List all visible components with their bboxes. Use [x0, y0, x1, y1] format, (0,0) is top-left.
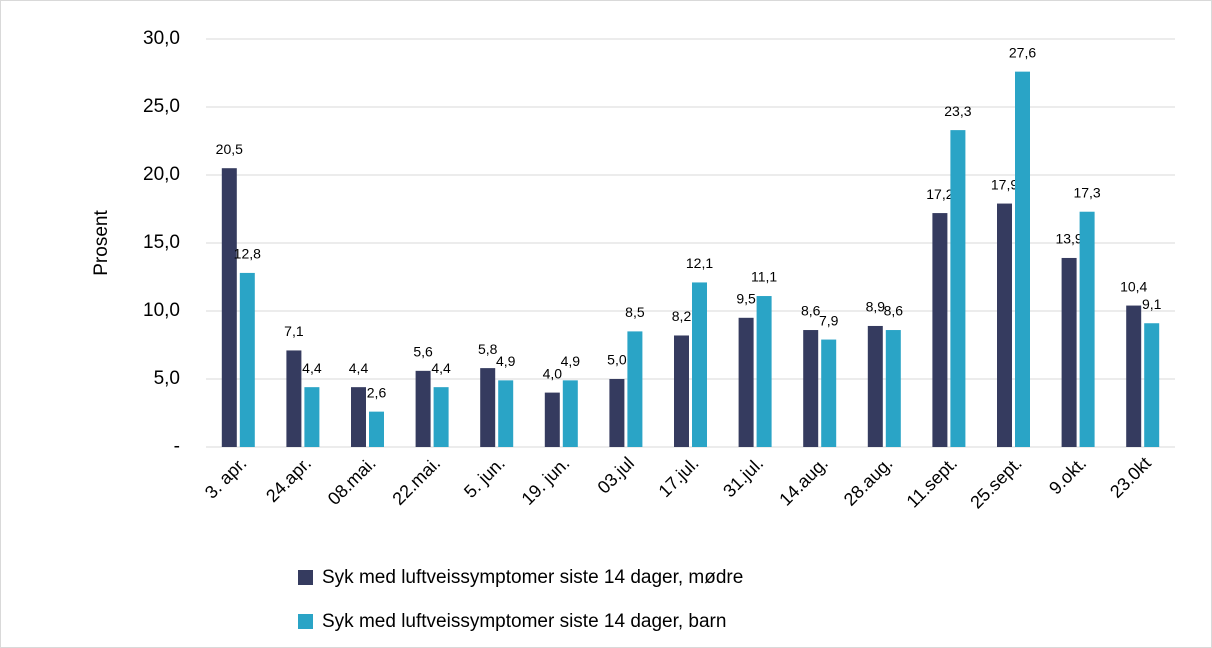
bar [674, 335, 689, 447]
value-label: 17,2 [926, 186, 953, 202]
bar [609, 379, 625, 447]
bar [369, 411, 384, 447]
y-tick-label: - [174, 436, 180, 457]
value-label: 5,8 [478, 341, 498, 357]
bar [1144, 323, 1160, 447]
bar [803, 330, 819, 447]
bar [950, 130, 966, 447]
legend-label: Syk med luftveissymptomer siste 14 dager… [322, 611, 726, 632]
value-label: 11,1 [751, 269, 777, 285]
legend-swatch [298, 570, 313, 585]
bar [885, 330, 901, 447]
value-label: 17,9 [991, 176, 1018, 192]
bar [304, 387, 320, 447]
value-label: 23,3 [944, 103, 971, 119]
y-axis-label: Prosent [91, 210, 112, 276]
value-label: 4,9 [496, 353, 516, 369]
bar [756, 296, 772, 447]
bar [1079, 211, 1095, 447]
value-label: 4,4 [431, 360, 451, 376]
bar [221, 168, 237, 447]
bar [544, 392, 560, 447]
bar [1126, 305, 1142, 447]
bar [997, 203, 1012, 447]
bar [498, 380, 514, 447]
bar [692, 282, 707, 447]
value-label: 20,5 [216, 141, 243, 157]
bar [239, 272, 255, 447]
value-label: 7,9 [819, 312, 839, 328]
bar [480, 368, 496, 447]
value-label: 5,6 [413, 344, 433, 360]
value-label: 7,1 [284, 323, 304, 339]
y-tick-label: 10,0 [143, 300, 180, 321]
value-label: 13,9 [1055, 231, 1082, 247]
value-label: 4,9 [561, 353, 581, 369]
bar [1015, 71, 1030, 447]
value-label: 9,5 [736, 291, 756, 307]
bar [627, 331, 643, 447]
y-tick-label: 15,0 [143, 232, 180, 253]
bar [738, 317, 754, 447]
value-label: 12,8 [234, 246, 261, 262]
value-label: 4,0 [543, 365, 563, 381]
value-label: 8,2 [672, 308, 692, 324]
bar [351, 387, 366, 447]
value-label: 4,4 [302, 360, 322, 376]
bar [867, 325, 883, 447]
value-label: 10,4 [1120, 278, 1147, 294]
value-label: 9,1 [1142, 296, 1162, 312]
bar [286, 350, 302, 447]
legend-label: Syk med luftveissymptomer siste 14 dager… [322, 567, 743, 588]
bar [932, 213, 948, 447]
value-label: 12,1 [686, 255, 713, 271]
value-label: 5,0 [607, 352, 627, 368]
legend-swatch [298, 614, 313, 629]
y-tick-label: 5,0 [154, 368, 180, 389]
bar [433, 387, 449, 447]
y-tick-label: 30,0 [143, 28, 180, 49]
value-label: 8,6 [884, 303, 904, 319]
y-tick-label: 25,0 [143, 96, 180, 117]
y-tick-label: 20,0 [143, 164, 180, 185]
value-label: 4,4 [349, 360, 369, 376]
value-label: 27,6 [1009, 44, 1036, 60]
value-label: 8,5 [625, 304, 645, 320]
value-label: 2,6 [367, 384, 387, 400]
value-label: 17,3 [1073, 184, 1100, 200]
bar [415, 370, 431, 447]
bar [562, 380, 578, 447]
bar [1061, 257, 1077, 447]
value-label: 8,9 [866, 299, 886, 315]
value-label: 8,6 [801, 303, 821, 319]
bar [821, 339, 837, 447]
